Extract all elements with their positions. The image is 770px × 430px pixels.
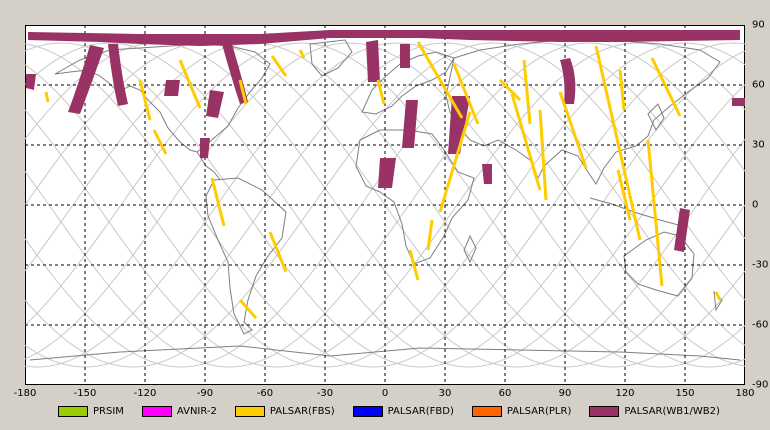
antarctica-coast <box>29 345 741 361</box>
wb-swath <box>206 90 224 118</box>
fbs-swath <box>522 59 532 125</box>
y-tick-label: -60 <box>752 319 769 331</box>
central-america-coast <box>196 151 221 181</box>
legend-swatch <box>471 405 502 417</box>
palsar-wb-swaths <box>26 30 745 252</box>
x-tick-label: -90 <box>196 388 214 399</box>
legend: PRSIM AVNIR-2 PALSAR(FBS) PALSAR(FBD) PALSAR… <box>58 403 738 419</box>
legend-label: PALSAR(WB1/WB2) <box>624 405 720 417</box>
fbs-swath <box>416 41 464 119</box>
fbs-swath <box>270 55 288 77</box>
fbs-swath <box>138 79 152 121</box>
fbs-swath <box>618 69 626 111</box>
fbs-swath <box>152 129 168 155</box>
legend-label: AVNIR-2 <box>176 405 217 417</box>
fbs-swath <box>44 91 50 103</box>
asia-coast <box>445 39 721 185</box>
x-tick-label: 150 <box>675 388 695 399</box>
y-tick-label: 0 <box>752 199 759 211</box>
wb-swath <box>448 96 470 154</box>
x-tick-label: -120 <box>133 388 157 399</box>
wb-swath <box>560 58 576 104</box>
fbs-swath <box>210 177 226 227</box>
palsar-fbs-swaths <box>44 41 722 319</box>
legend-item: PALSAR(FBD) <box>352 405 454 417</box>
wb-swath <box>366 40 380 82</box>
legend-swatch <box>234 405 265 417</box>
fbs-swath <box>238 79 248 105</box>
wb-swath <box>108 44 128 106</box>
wb-swath <box>482 164 492 184</box>
europe-coast <box>361 51 455 115</box>
x-tick-label: 90 <box>558 388 572 399</box>
fbs-swath <box>646 139 664 287</box>
grid-lines <box>25 25 745 385</box>
wb-swath <box>400 44 410 68</box>
fbs-swath <box>268 231 288 273</box>
fbs-swath <box>510 93 542 191</box>
x-tick-label: -30 <box>316 388 334 399</box>
x-tick-label: -150 <box>73 388 97 399</box>
madagascar-coast <box>463 234 477 264</box>
fbs-swath <box>650 57 682 117</box>
fbs-swath <box>616 169 632 221</box>
legend-swatch <box>352 405 383 417</box>
x-tick-label: 0 <box>381 388 389 399</box>
wb-swath <box>28 30 740 46</box>
legend-item: AVNIR-2 <box>141 405 217 417</box>
y-tick-label: 30 <box>752 139 765 151</box>
fbs-swath <box>408 249 420 281</box>
wb-swath <box>732 98 745 106</box>
wb-swath <box>26 74 36 90</box>
fbs-swath <box>452 63 480 125</box>
fbs-swath <box>594 45 642 241</box>
legend-swatch <box>589 405 620 417</box>
legend-swatch <box>58 405 88 417</box>
legend-item: PALSAR(WB1/WB2) <box>589 405 720 417</box>
legend-label: PRSIM <box>93 405 124 417</box>
fbs-swath <box>426 219 434 251</box>
legend-label: PALSAR(PLR) <box>506 405 572 417</box>
wb-swath <box>200 138 210 158</box>
africa-coast <box>355 129 475 265</box>
japan-coast <box>647 103 665 131</box>
greenland-coast <box>309 39 353 77</box>
wb-swath <box>68 45 104 114</box>
fbs-swath <box>538 109 548 201</box>
wb-swath <box>164 80 180 96</box>
fbs-swath <box>558 91 588 169</box>
fbs-swath <box>298 49 306 59</box>
x-tick-label: -60 <box>256 388 274 399</box>
fbs-swath <box>178 59 202 109</box>
legend-label: PALSAR(FBS) <box>269 405 335 417</box>
fbs-swath <box>438 111 472 213</box>
legend-item: PALSAR(FBS) <box>234 405 335 417</box>
x-tick-label: 180 <box>735 388 755 399</box>
y-tick-label: -90 <box>752 379 769 391</box>
fbs-swath <box>238 299 258 319</box>
x-tick-label: 120 <box>615 388 635 399</box>
y-tick-label: 60 <box>752 79 765 91</box>
x-tick-label: -180 <box>13 388 37 399</box>
wb-swath <box>674 208 690 252</box>
legend-label: PALSAR(FBD) <box>387 405 454 417</box>
wb-swath <box>402 100 418 148</box>
x-tick-label: 30 <box>438 388 452 399</box>
y-tick-label: -30 <box>752 259 769 271</box>
legend-swatch <box>141 405 172 417</box>
legend-item: PALSAR(PLR) <box>471 405 572 417</box>
legend-item: PRSIM <box>58 405 124 417</box>
y-tick-label: 90 <box>752 19 765 31</box>
x-tick-label: 60 <box>498 388 512 399</box>
fbs-swath <box>376 79 386 105</box>
wb-swath <box>378 158 396 188</box>
south-america-coast <box>205 177 287 335</box>
fbs-swath <box>714 291 722 301</box>
fbs-swath <box>498 78 522 102</box>
